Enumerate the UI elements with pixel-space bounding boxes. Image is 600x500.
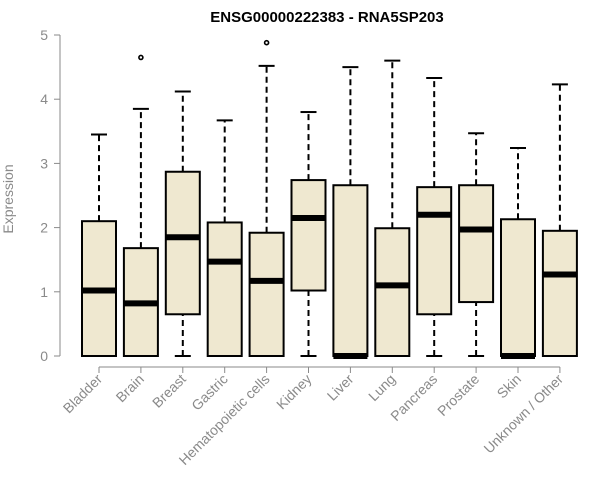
x-tick-label: Pancreas (387, 371, 440, 424)
iqr-box (164, 170, 201, 316)
box-breast (164, 90, 201, 357)
chart-title: ENSG00000222383 - RNA5SP203 (210, 9, 443, 26)
x-tick-label: Lung (365, 371, 398, 404)
y-tick-label: 0 (40, 348, 48, 364)
iqr-box (541, 229, 578, 357)
box-brain (122, 54, 159, 357)
iqr-box (248, 231, 285, 357)
outlier-point (138, 54, 144, 61)
box-liver (332, 66, 369, 359)
x-tick-label: Bladder (60, 371, 106, 417)
box-bladder (81, 133, 117, 357)
boxes-group (81, 39, 578, 359)
x-tick-label: Kidney (273, 371, 315, 413)
x-tick-label: Unknown / Other (480, 371, 566, 457)
iqr-box (206, 221, 243, 357)
iqr-box (332, 184, 369, 357)
y-tick-label: 2 (40, 220, 48, 236)
y-tick-label: 1 (40, 284, 48, 300)
y-axis: 0 1 2 3 4 5 (40, 27, 61, 364)
x-tick-label: Skin (494, 371, 525, 402)
x-tick-label: Prostate (434, 371, 482, 419)
box-unknown-other (541, 83, 578, 357)
box-kidney (290, 111, 327, 357)
x-tick-label: Brain (113, 371, 147, 405)
outlier-point (263, 39, 270, 46)
iqr-box (374, 227, 411, 358)
y-axis-label: Expression (0, 164, 16, 233)
iqr-box (500, 218, 536, 357)
iqr-box (458, 184, 495, 304)
box-lung (374, 59, 411, 358)
y-tick-label: 3 (40, 155, 48, 171)
box-prostate (458, 132, 495, 357)
y-tick-label: 4 (40, 91, 48, 107)
box-skin (500, 146, 536, 359)
box-pancreas (416, 77, 453, 357)
iqr-box (416, 186, 453, 316)
box-hematopoietic-cells (248, 39, 285, 357)
x-tick-label: Breast (149, 371, 189, 411)
box-gastric (206, 119, 243, 357)
iqr-box (290, 179, 327, 292)
x-tick-label: Liver (324, 371, 357, 404)
y-tick-label: 5 (40, 27, 48, 43)
